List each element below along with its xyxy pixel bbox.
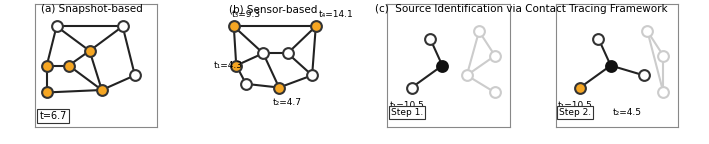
Point bbox=[437, 64, 448, 67]
Point bbox=[41, 91, 52, 94]
Point bbox=[96, 89, 108, 91]
Text: Step 2.: Step 2. bbox=[559, 108, 591, 117]
Point bbox=[51, 25, 62, 28]
Point bbox=[489, 91, 501, 94]
Point bbox=[228, 25, 240, 28]
Point bbox=[84, 50, 95, 52]
Text: t₃=9.3: t₃=9.3 bbox=[231, 10, 260, 19]
Text: t₂=4.7: t₂=4.7 bbox=[273, 98, 302, 107]
Point bbox=[310, 25, 321, 28]
Point bbox=[605, 64, 616, 67]
Point bbox=[574, 86, 586, 89]
Point bbox=[489, 55, 501, 57]
Point bbox=[593, 37, 604, 40]
Point bbox=[474, 30, 485, 32]
Text: t₄=14.1: t₄=14.1 bbox=[318, 10, 353, 19]
Point bbox=[257, 52, 269, 54]
Text: (a) Snapshot-based: (a) Snapshot-based bbox=[41, 4, 143, 14]
Point bbox=[406, 86, 418, 89]
Text: (b) Sensor-based: (b) Sensor-based bbox=[229, 4, 317, 14]
Point bbox=[274, 86, 285, 89]
Point bbox=[461, 74, 472, 76]
Text: t₁=10.5: t₁=10.5 bbox=[390, 101, 425, 110]
Point bbox=[41, 64, 52, 67]
Point bbox=[306, 74, 318, 76]
Point bbox=[638, 74, 649, 76]
Text: (c)  Source Identification via Contact Tracing Framework: (c) Source Identification via Contact Tr… bbox=[375, 4, 667, 14]
Point bbox=[425, 37, 436, 40]
Text: t=6.7: t=6.7 bbox=[40, 111, 67, 121]
Text: t₁=10.5: t₁=10.5 bbox=[558, 101, 593, 110]
Point bbox=[282, 52, 294, 54]
Point bbox=[129, 74, 140, 76]
Text: t₂=4.5: t₂=4.5 bbox=[613, 108, 642, 117]
Point bbox=[117, 25, 128, 28]
Point bbox=[230, 64, 242, 67]
Point bbox=[63, 64, 74, 67]
Text: t₁=4.3: t₁=4.3 bbox=[214, 61, 243, 70]
Point bbox=[658, 55, 669, 57]
Point bbox=[240, 83, 252, 85]
Text: Step 1.: Step 1. bbox=[391, 108, 423, 117]
Point bbox=[642, 30, 653, 32]
Point bbox=[658, 91, 669, 94]
